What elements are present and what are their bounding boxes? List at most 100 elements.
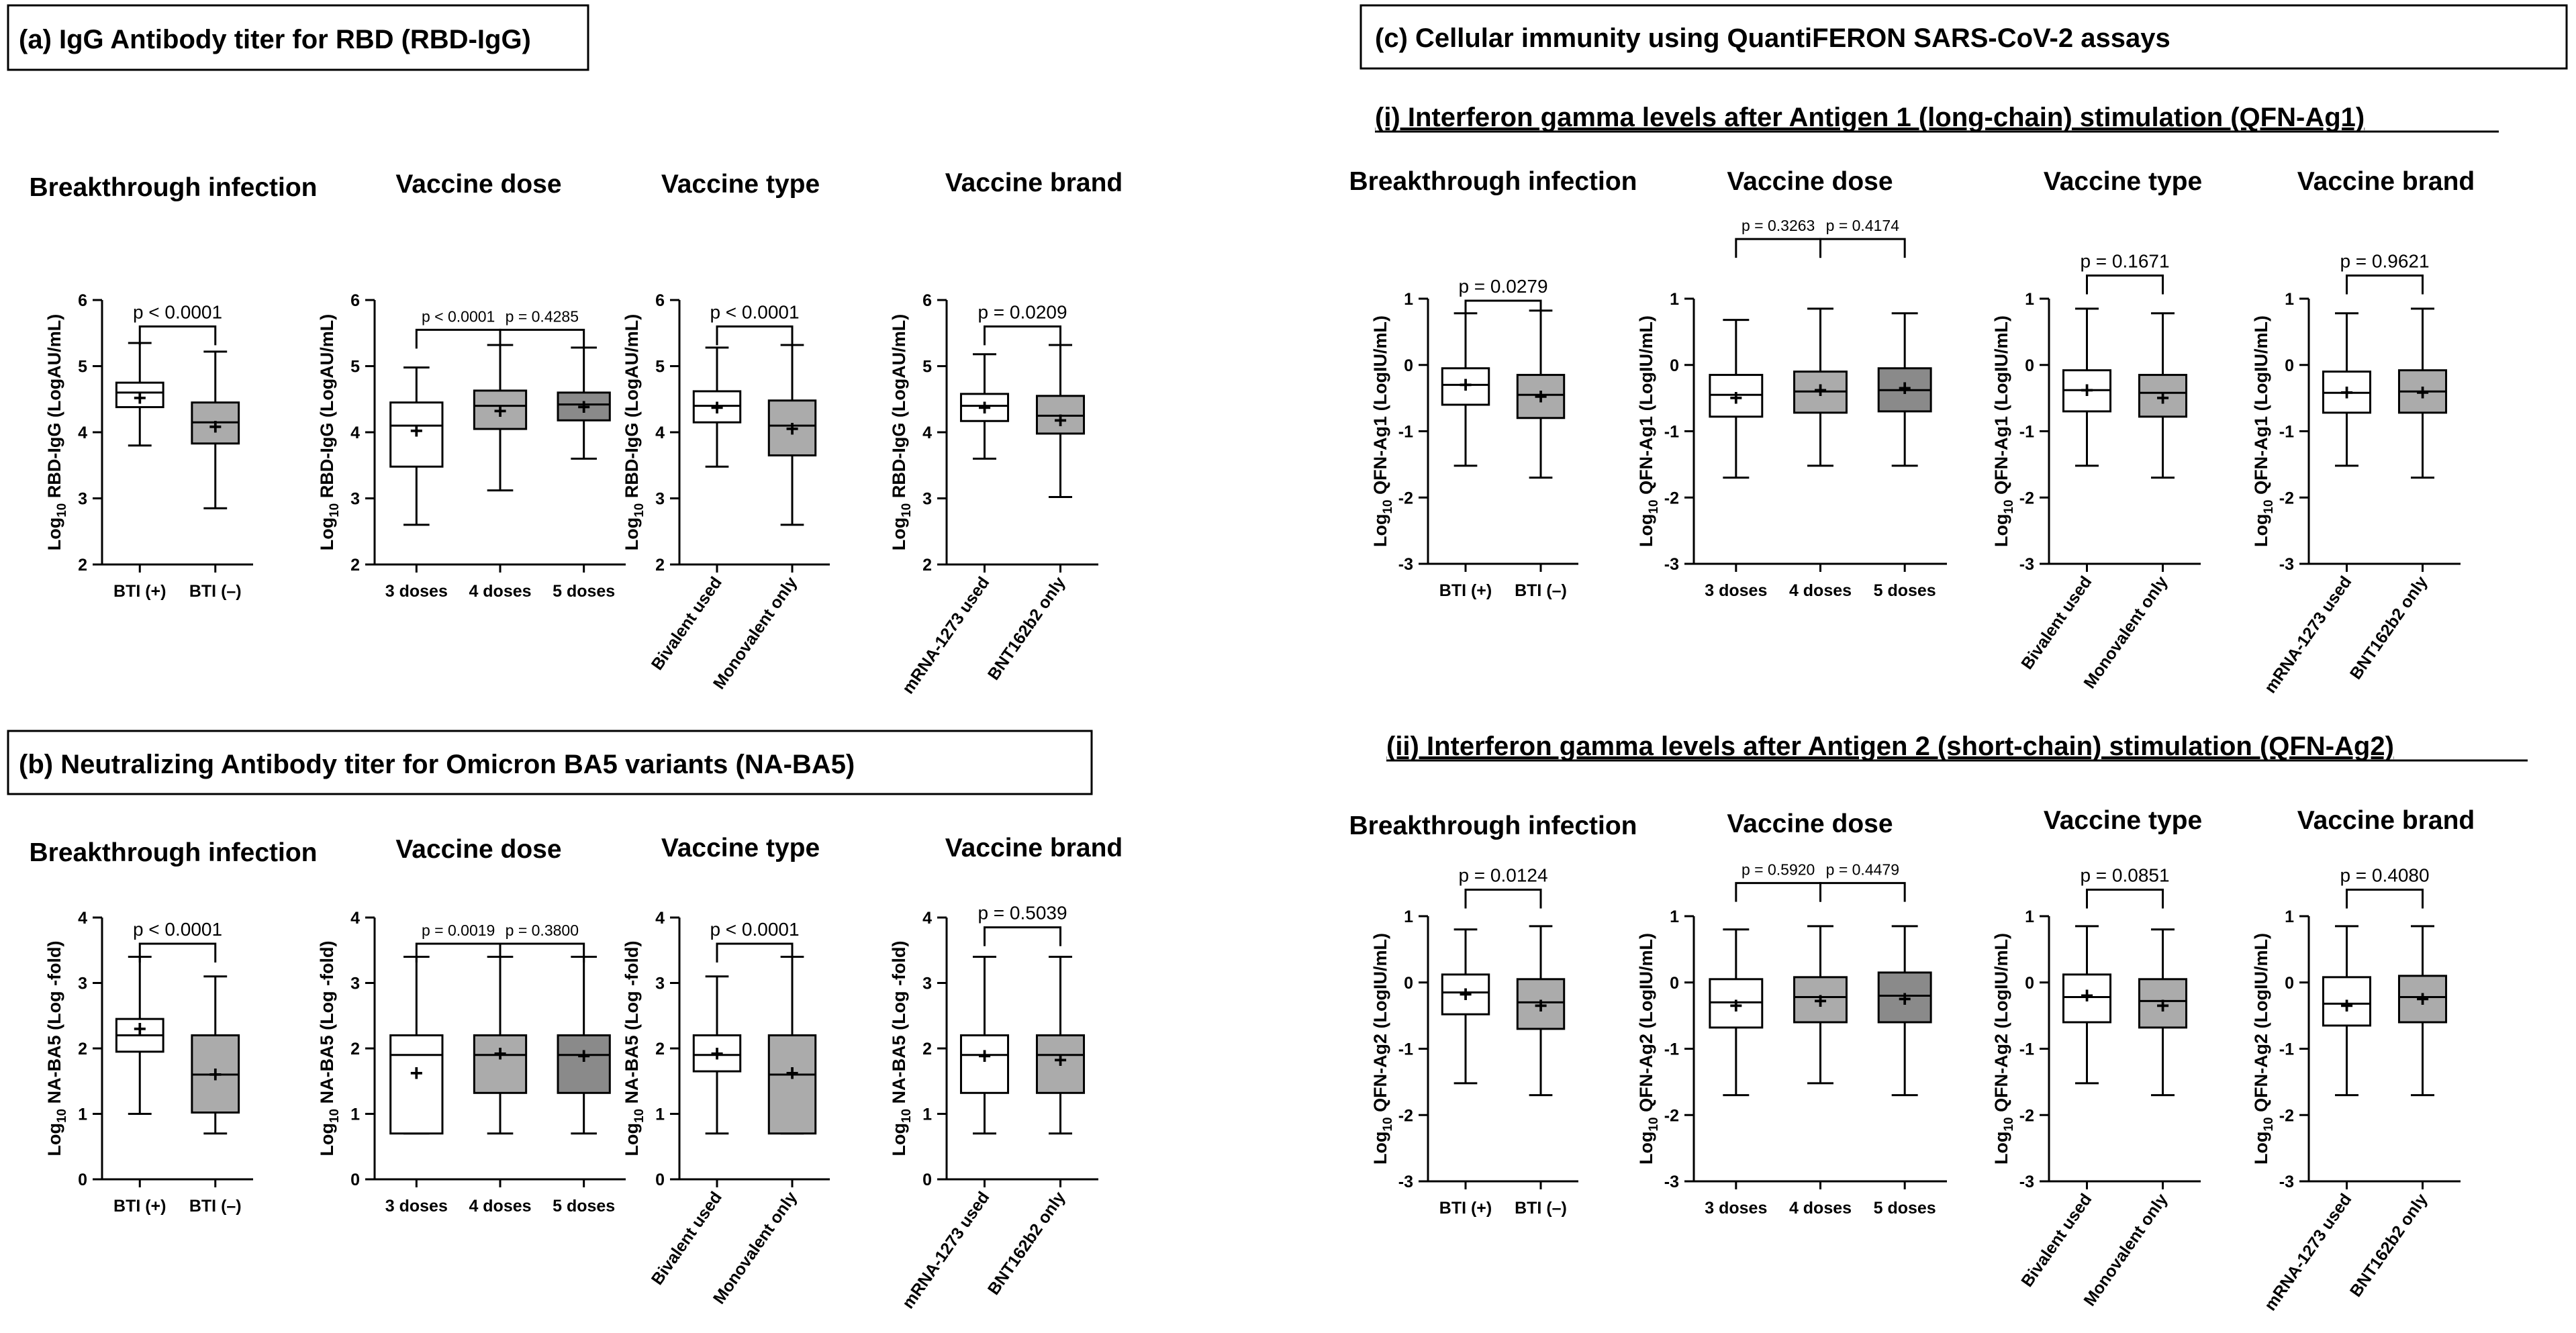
mean-marker: + — [2156, 385, 2170, 411]
chart-title: Vaccine dose — [1727, 167, 1893, 196]
p-value-label: p = 0.4479 — [1826, 861, 1899, 879]
comparison-bracket: p = 0.5039 — [977, 903, 1067, 946]
box-0: + — [1441, 312, 1490, 467]
x-tick-label: 3 doses — [385, 582, 448, 601]
y-tick-label: -3 — [2019, 555, 2034, 574]
p-value-label: p = 0.3263 — [1742, 217, 1815, 234]
iqr-box — [2138, 978, 2188, 1029]
y-axis-label: Log10 NA-BA5 (Log -fold) — [889, 940, 914, 1156]
y-tick-label: -3 — [1398, 1173, 1413, 1191]
y-tick-label: -1 — [1398, 1040, 1413, 1059]
x-tick-label: 3 doses — [1705, 1199, 1767, 1218]
x-tick-label: mRNA-1273 used — [899, 1188, 994, 1312]
y-axis-label: Log10 QFN-Ag1 (LogIU/mL) — [1370, 315, 1395, 547]
x-tick-label: Monovalent only — [2080, 1190, 2171, 1310]
box-0: + — [115, 956, 164, 1115]
box-2: + — [1877, 312, 1932, 467]
comparison-bracket: p = 0.4479 — [1819, 861, 1906, 902]
y-tick-label: -1 — [2019, 423, 2034, 442]
panel-a-title: (a) IgG Antibody titer for RBD (RBD-IgG) — [19, 25, 531, 54]
box-0: + — [2322, 312, 2372, 467]
mean-marker: + — [1814, 377, 1827, 403]
y-tick-label: 4 — [655, 909, 665, 928]
mean-marker: + — [1054, 407, 1067, 433]
x-tick-label: 4 doses — [1789, 1199, 1852, 1218]
y-tick-label: 3 — [655, 490, 665, 509]
comparison-bracket: p = 0.5920 — [1735, 861, 1821, 902]
p-value-label: p = 0.4285 — [506, 307, 579, 325]
panel-b-title-box — [7, 730, 1093, 795]
iqr-box — [1793, 976, 1848, 1024]
y-axis-label: Log10 QFN-Ag2 (LogIU/mL) — [1636, 933, 1661, 1165]
chart-title: Breakthrough infection — [1349, 811, 1637, 840]
x-tick-label: BTI (–) — [189, 582, 242, 601]
bracket-line — [2346, 889, 2424, 909]
y-axis-label: Log10 QFN-Ag1 (LogIU/mL) — [1636, 315, 1661, 547]
y-axis-label: Log10 RBD-IgG (LogAU/mL) — [44, 314, 69, 551]
x-tick-label: Monovalent only — [710, 1188, 801, 1307]
mean-marker: + — [1459, 982, 1472, 1007]
bracket-line — [716, 942, 794, 962]
comparison-bracket: p = 0.4174 — [1819, 217, 1906, 258]
y-axis-label: Log10 NA-BA5 (Log -fold) — [44, 940, 69, 1156]
y-tick-label: 4 — [78, 909, 87, 928]
chart-title: Breakthrough infection — [1349, 167, 1637, 196]
y-tick-label: 2 — [922, 1040, 932, 1058]
x-tick-label: Bivalent used — [648, 573, 726, 673]
box-0: + — [389, 366, 444, 526]
comparison-bracket: p = 0.3800 — [499, 922, 585, 962]
box-1: + — [767, 956, 817, 1135]
mean-marker: + — [2340, 380, 2354, 405]
p-value-label: p = 0.0209 — [977, 301, 1067, 322]
chart-title: Vaccine dose — [395, 170, 561, 199]
y-tick-label: 1 — [1404, 290, 1413, 309]
box-0: + — [692, 346, 742, 468]
y-axis-label: Log10 QFN-Ag2 (LogIU/mL) — [2251, 933, 2276, 1165]
mean-marker: + — [1729, 993, 1743, 1018]
p-value-label: p < 0.0001 — [710, 301, 799, 322]
y-tick-label: 1 — [2285, 907, 2294, 926]
y-tick-label: -2 — [2279, 489, 2294, 507]
bracket-line — [1819, 882, 1906, 902]
y-tick-label: -3 — [2279, 555, 2294, 574]
x-tick-label: BTI (–) — [189, 1197, 242, 1216]
iqr-box — [557, 391, 611, 422]
y-tick-label: -1 — [2279, 1040, 2294, 1059]
iqr-box — [767, 399, 817, 456]
iqr-box — [473, 1034, 528, 1094]
chart-title: Vaccine type — [661, 834, 820, 862]
p-value-label: p < 0.0001 — [133, 301, 222, 322]
comparison-bracket: p = 0.1671 — [2080, 250, 2170, 295]
x-tick-label: BNT162b2 only — [2346, 1190, 2432, 1300]
iqr-box — [2397, 975, 2448, 1024]
x-tick-label: BNT162b2 only — [984, 573, 1069, 683]
chart-cii-bti: Breakthrough infection -3 -2 -1 0 1 Log10 QFN-… — [1349, 811, 1637, 1218]
y-tick-label: -1 — [2279, 423, 2294, 442]
iqr-box — [389, 1034, 444, 1135]
bracket-line — [138, 325, 217, 346]
iqr-box — [2138, 374, 2188, 418]
p-value-label: p = 0.0851 — [2080, 865, 2169, 886]
y-tick-label: 2 — [78, 556, 87, 575]
box-0: + — [2062, 925, 2112, 1085]
x-tick-label: BTI (–) — [1515, 581, 1567, 600]
box-1: + — [1793, 307, 1848, 467]
mean-marker: + — [1898, 986, 1911, 1011]
y-tick-label: -1 — [1664, 423, 1679, 442]
x-tick-label: Bivalent used — [648, 1188, 726, 1288]
y-axis-label: Log10 QFN-Ag2 (LogIU/mL) — [1991, 933, 2016, 1165]
y-tick-label: 0 — [1670, 356, 1679, 375]
mean-marker: + — [2340, 993, 2354, 1018]
x-tick-label: Bivalent used — [2017, 1190, 2095, 1290]
box-1: + — [473, 956, 528, 1135]
y-tick-label: 0 — [1404, 356, 1413, 375]
x-tick-label: Monovalent only — [2080, 573, 2171, 692]
iqr-box — [1035, 1034, 1086, 1094]
y-tick-label: -1 — [2019, 1040, 2034, 1059]
chart-title: Breakthrough infection — [29, 838, 317, 867]
chart-ci-bti: Breakthrough infection -3 -2 -1 0 1 Log10 QFN-… — [1349, 167, 1637, 600]
box-0: + — [2322, 925, 2372, 1097]
comparison-bracket: p = 0.0124 — [1458, 865, 1548, 909]
y-tick-label: -2 — [1664, 489, 1679, 507]
